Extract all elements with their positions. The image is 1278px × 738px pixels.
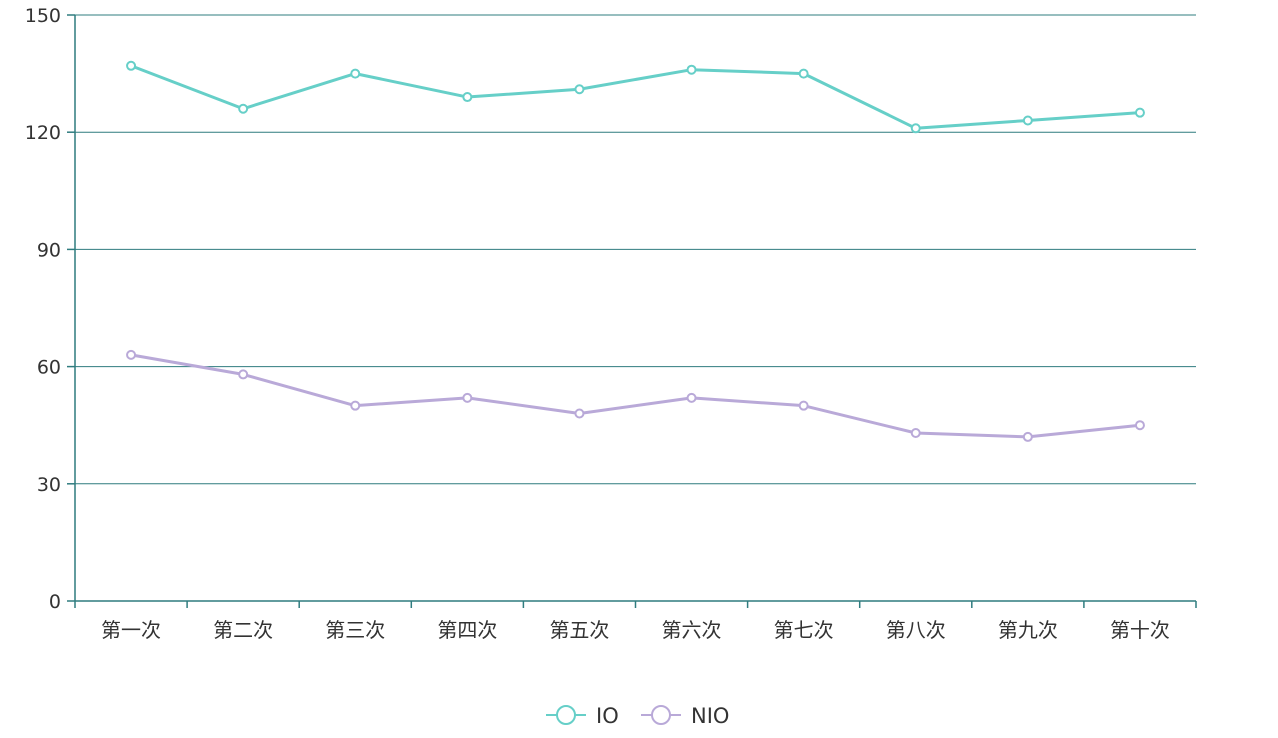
- data-point[interactable]: [350, 400, 361, 411]
- x-tick-label: 第十次: [1110, 618, 1170, 642]
- data-point[interactable]: [126, 349, 137, 360]
- data-point[interactable]: [1134, 107, 1145, 118]
- data-point[interactable]: [574, 408, 585, 419]
- data-point[interactable]: [910, 123, 921, 134]
- data-point[interactable]: [238, 369, 249, 380]
- series-line: [129, 353, 1142, 439]
- y-tick-label: 60: [37, 357, 61, 379]
- data-point[interactable]: [350, 68, 361, 79]
- data-point[interactable]: [238, 103, 249, 114]
- x-tick-label: 第四次: [437, 618, 497, 642]
- x-tick-label: 第二次: [213, 618, 273, 642]
- x-tick-label: 第八次: [886, 618, 946, 642]
- data-point[interactable]: [798, 400, 809, 411]
- y-tick-label: 90: [37, 239, 61, 261]
- x-tick-label: 第三次: [325, 618, 385, 642]
- series-line: [129, 64, 1142, 130]
- legend-marker-icon: [651, 705, 671, 725]
- legend-item-io[interactable]: IO: [546, 704, 619, 728]
- data-point[interactable]: [1134, 420, 1145, 431]
- x-tick-label: 第六次: [662, 618, 722, 642]
- x-tick-label: 第一次: [101, 618, 161, 642]
- data-point[interactable]: [126, 60, 137, 71]
- axes: 0 30 60 90 120 150 第一次 第二次 第三次 第四次 第五次 第六次 第七次 第八次 第九次…: [25, 5, 1197, 642]
- grid-lines: [75, 14, 1196, 485]
- series-lines: [126, 60, 1145, 442]
- legend-item-nio[interactable]: NIO: [641, 704, 729, 728]
- series-io: [126, 60, 1145, 134]
- data-point[interactable]: [686, 64, 697, 75]
- data-point[interactable]: [798, 68, 809, 79]
- data-point[interactable]: [574, 84, 585, 95]
- legend-marker-icon: [556, 705, 576, 725]
- data-point[interactable]: [1022, 115, 1033, 126]
- x-tick-label: 第五次: [549, 618, 609, 642]
- legend: IO NIO: [546, 704, 729, 728]
- data-point[interactable]: [462, 92, 473, 103]
- data-point[interactable]: [1022, 431, 1033, 442]
- x-tick-label: 第七次: [774, 618, 834, 642]
- data-point[interactable]: [910, 428, 921, 439]
- x-tick-label: 第九次: [998, 618, 1058, 642]
- legend-label: IO: [596, 704, 619, 728]
- y-tick-label: 30: [37, 474, 61, 496]
- data-point[interactable]: [686, 392, 697, 403]
- data-point[interactable]: [462, 392, 473, 403]
- series-nio: [126, 349, 1145, 442]
- y-tick-label: 150: [25, 5, 61, 27]
- y-tick-label: 0: [49, 591, 61, 613]
- y-tick-label: 120: [25, 122, 61, 144]
- legend-label: NIO: [691, 704, 729, 728]
